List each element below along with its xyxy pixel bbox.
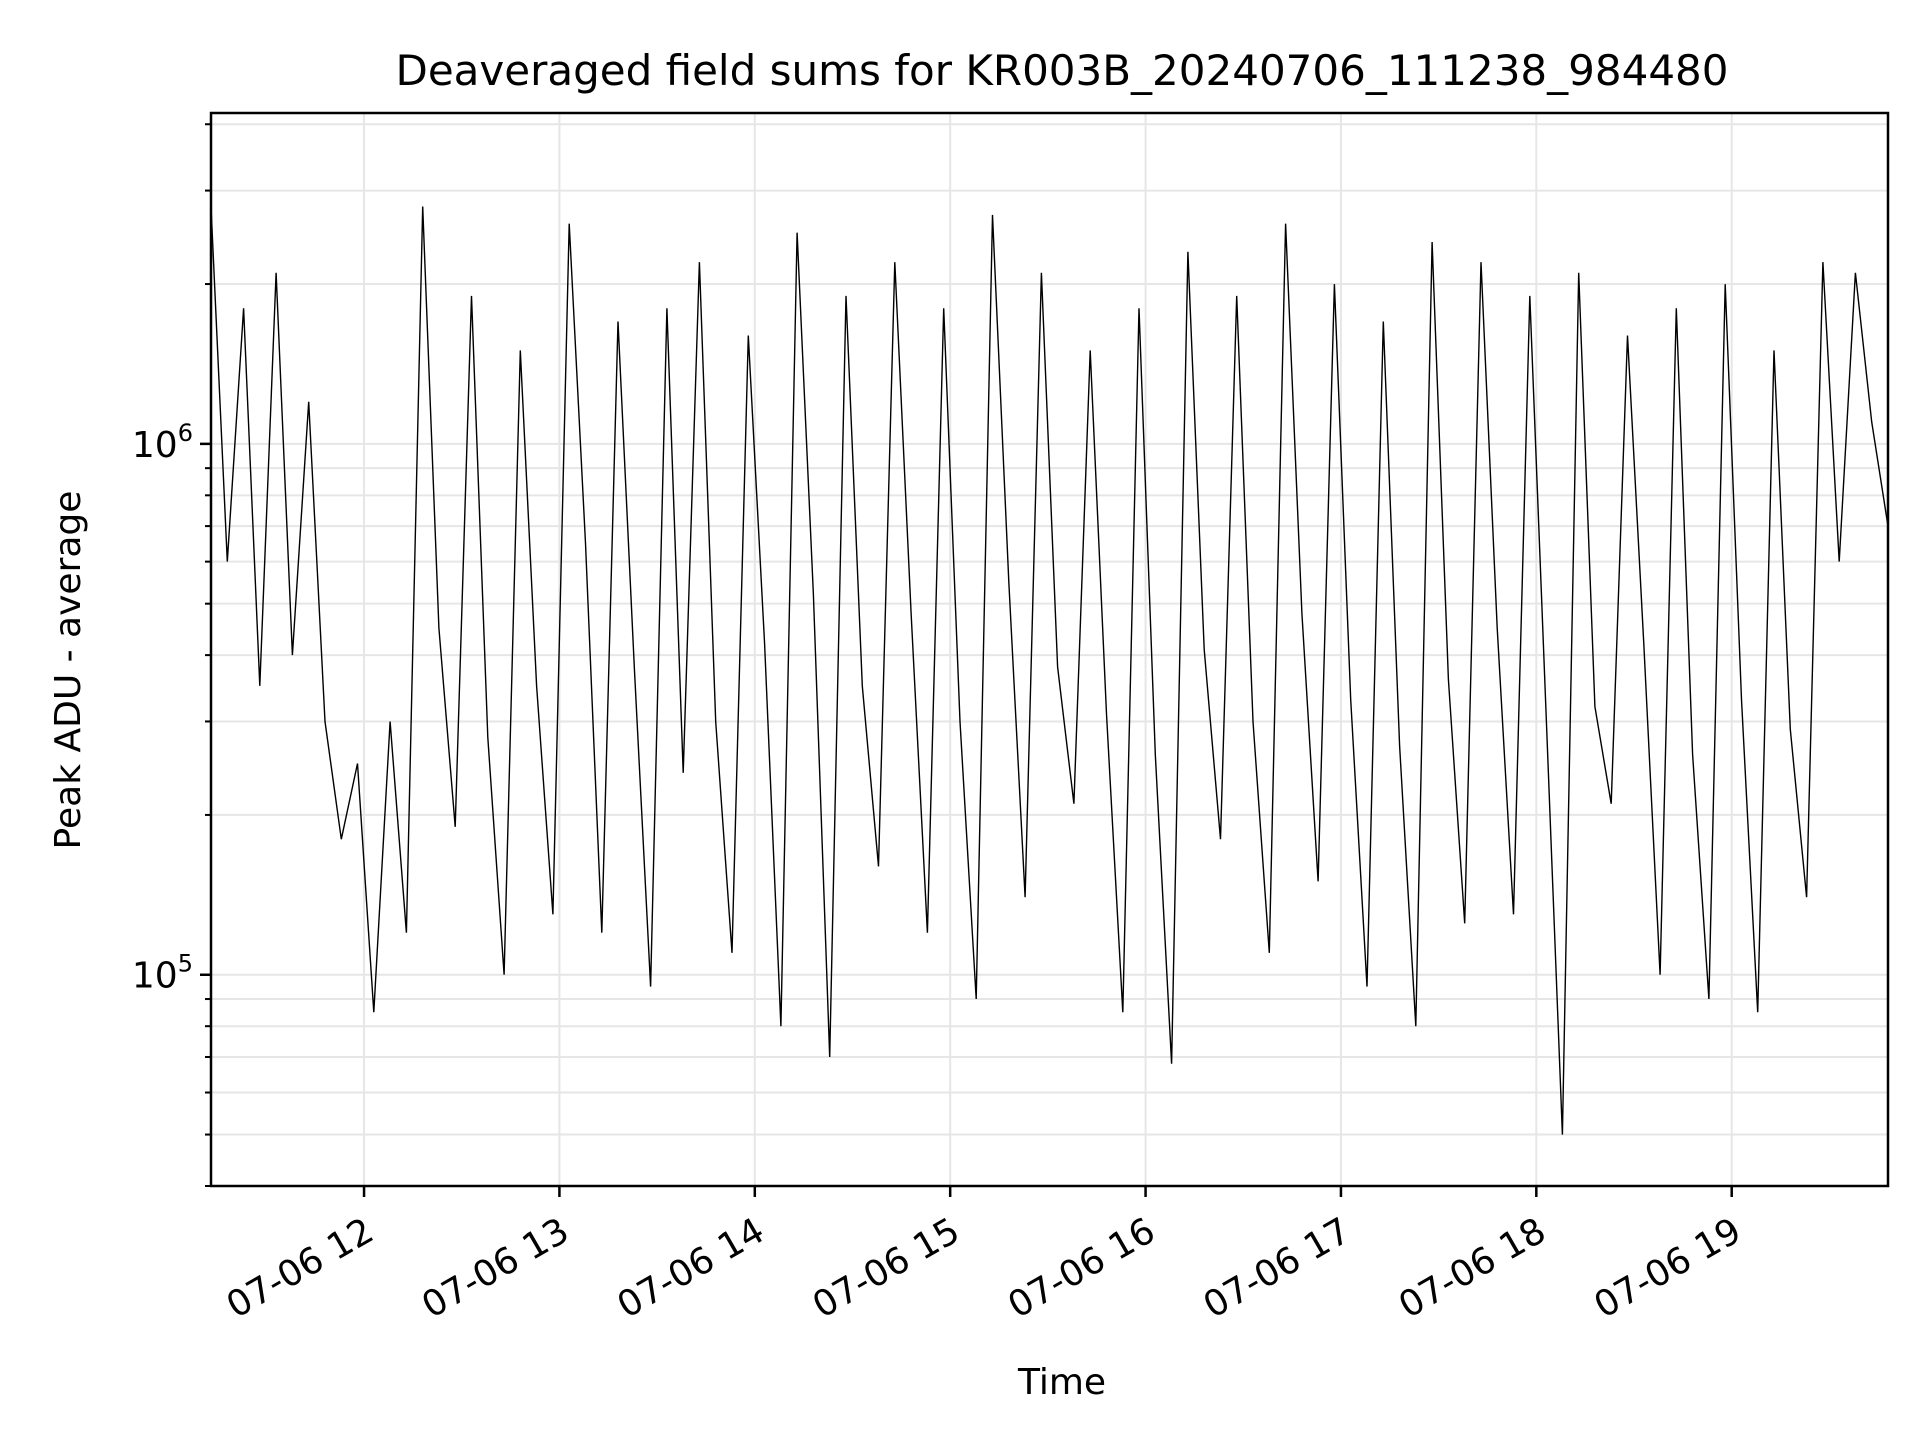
- y-tick-label: 106: [132, 419, 193, 466]
- y-tick-label: 105: [132, 950, 193, 997]
- y-axis-label: Peak ADU - average: [48, 491, 89, 850]
- series-line: [210, 206, 1889, 1135]
- plot-frame: [209, 111, 1890, 1188]
- series-layer: [210, 206, 1889, 1135]
- x-axis-label: Time: [1017, 1362, 1106, 1403]
- chart-title: Deaveraged field sums for KR003B_2024070…: [396, 46, 1729, 95]
- grid-layer: [211, 113, 1888, 1187]
